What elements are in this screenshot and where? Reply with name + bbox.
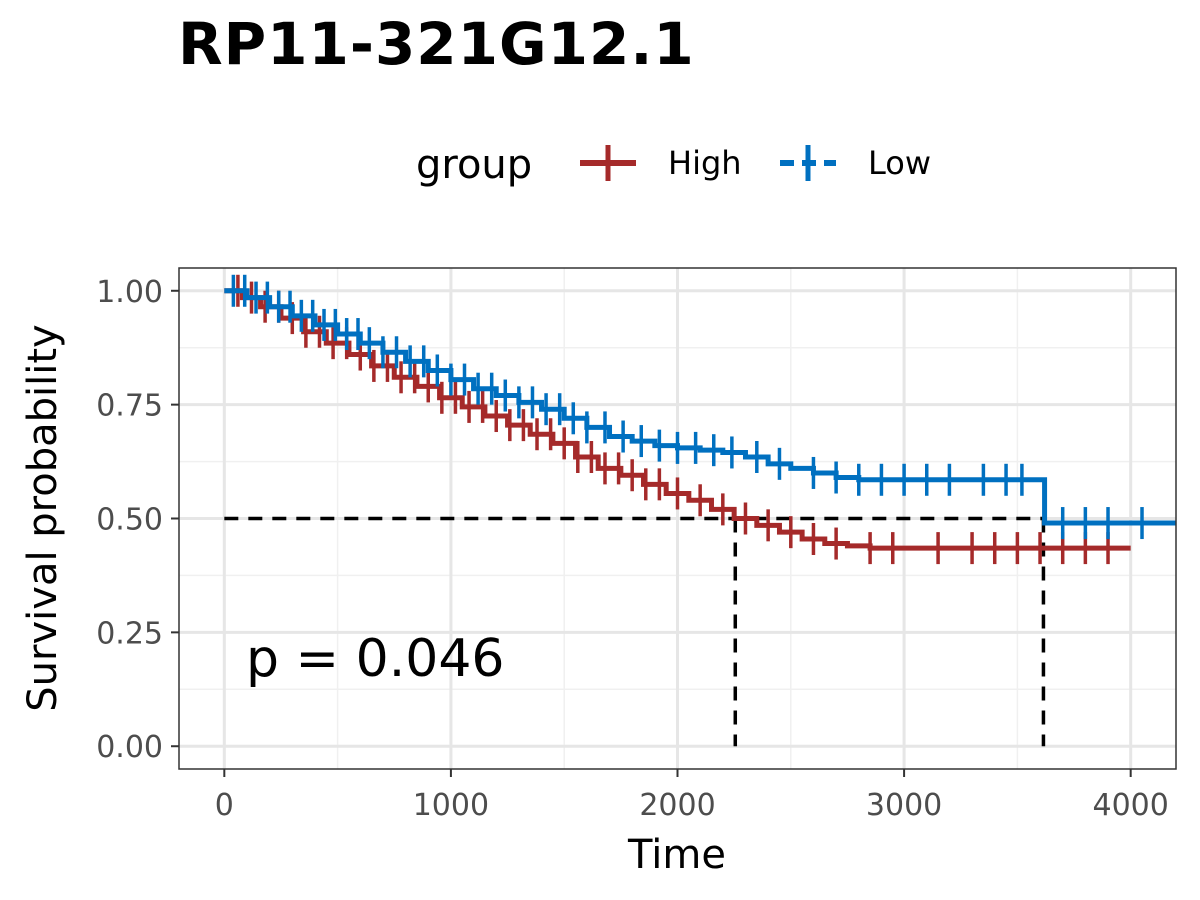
y-tick-label: 0.00 <box>96 730 163 765</box>
legend-key-high <box>580 145 636 181</box>
x-tick-label: 2000 <box>639 788 715 823</box>
legend-label-high: High <box>668 144 742 182</box>
legend-label-low: Low <box>868 144 931 182</box>
y-axis: 0.00 0.25 0.50 0.75 1.00 <box>96 275 179 765</box>
survival-curves <box>224 274 1176 565</box>
y-tick-label: 0.50 <box>96 503 163 538</box>
x-axis: 0 1000 2000 3000 4000 <box>215 769 1169 823</box>
x-tick-label: 1000 <box>413 788 489 823</box>
p-value-annotation: p = 0.046 <box>246 629 505 689</box>
legend: group High Low <box>416 142 931 188</box>
x-tick-label: 0 <box>215 788 234 823</box>
y-axis-label: Survival probability <box>20 324 66 711</box>
chart-title: RP11-321G12.1 <box>178 10 695 78</box>
y-tick-label: 0.25 <box>96 616 163 651</box>
y-tick-label: 0.75 <box>96 389 163 424</box>
x-tick-label: 4000 <box>1093 788 1169 823</box>
median-lines <box>224 516 1046 747</box>
y-tick-label: 1.00 <box>96 275 163 310</box>
x-axis-label: Time <box>627 832 726 878</box>
x-tick-label: 3000 <box>866 788 942 823</box>
legend-title: group <box>416 142 532 188</box>
legend-key-low <box>780 145 836 181</box>
